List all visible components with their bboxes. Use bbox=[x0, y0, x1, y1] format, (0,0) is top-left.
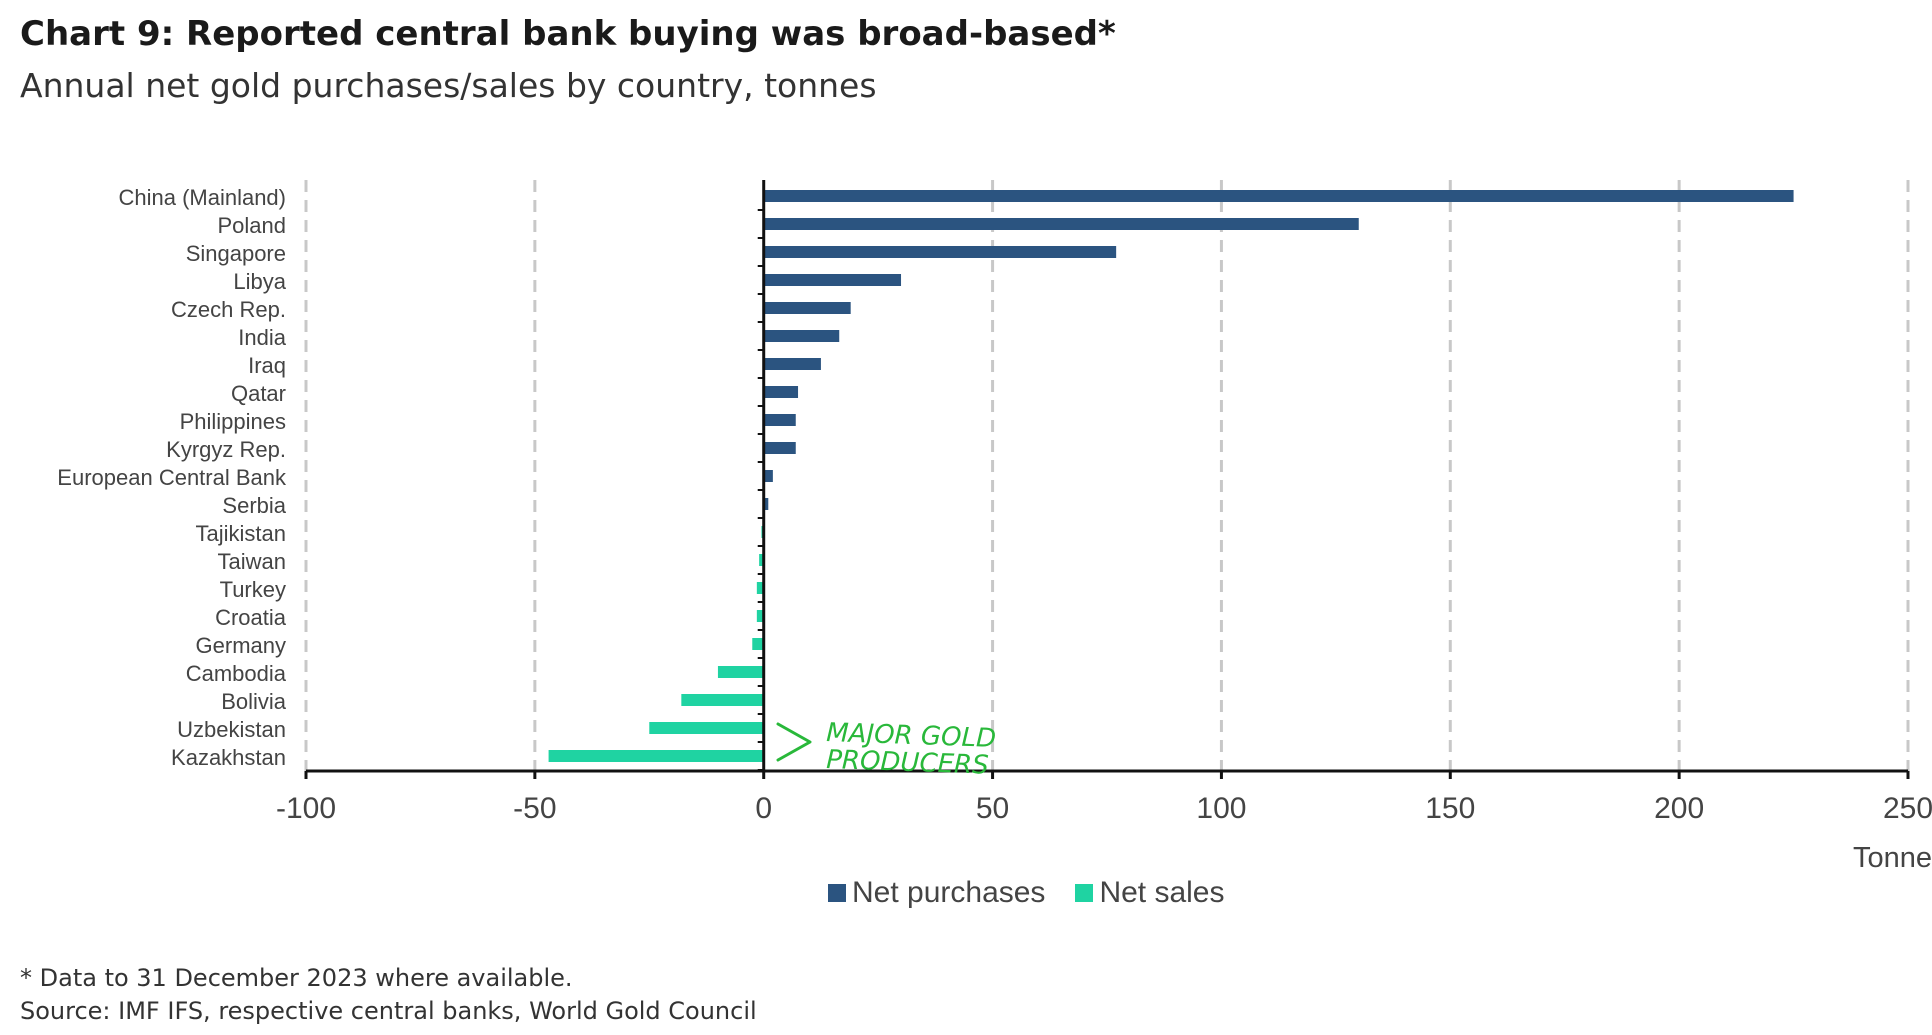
x-tick-label: 200 bbox=[1654, 792, 1704, 825]
bar-14 bbox=[756, 582, 764, 594]
bar-1 bbox=[763, 218, 1359, 230]
bar-8 bbox=[763, 414, 796, 426]
legend-item-sales: Net sales bbox=[1075, 876, 1225, 910]
gridlines bbox=[304, 180, 1910, 771]
bar-11 bbox=[763, 498, 769, 510]
bars bbox=[548, 190, 1794, 762]
category-label: Kyrgyz Rep. bbox=[166, 437, 286, 462]
bar-10 bbox=[763, 470, 773, 482]
bar-15 bbox=[756, 610, 764, 622]
bar-2 bbox=[763, 246, 1117, 258]
bar-0 bbox=[763, 190, 1794, 202]
legend-label-sales: Net sales bbox=[1099, 876, 1225, 909]
bar-9 bbox=[763, 442, 796, 454]
x-axis-unit-label: Tonnes bbox=[1853, 842, 1932, 874]
bar-20 bbox=[548, 750, 764, 762]
bar-chart: China (Mainland) Poland Singapore Libya Czec… bbox=[57, 180, 1932, 825]
bar-4 bbox=[763, 302, 851, 314]
bar-18 bbox=[681, 694, 764, 706]
annotation-arrow bbox=[776, 722, 812, 762]
legend: Net purchases Net sales bbox=[828, 876, 1255, 910]
bar-16 bbox=[752, 638, 764, 650]
x-tick-label: 100 bbox=[1196, 792, 1246, 825]
category-label: Czech Rep. bbox=[171, 297, 286, 322]
annotation-text-line1: MAJOR GOLD bbox=[826, 718, 997, 754]
category-label: Croatia bbox=[215, 605, 287, 630]
category-label: Poland bbox=[217, 213, 286, 238]
legend-swatch-purchases bbox=[828, 884, 846, 902]
category-label: Germany bbox=[196, 633, 286, 658]
category-label: Bolivia bbox=[221, 689, 287, 714]
chart-subtitle: Annual net gold purchases/sales by count… bbox=[20, 66, 877, 105]
legend-label-purchases: Net purchases bbox=[852, 876, 1046, 909]
annotation-text-line2: PRODUCERS bbox=[826, 745, 989, 781]
x-tick-label: 250 bbox=[1883, 792, 1932, 825]
category-label: Serbia bbox=[222, 493, 286, 518]
category-label: Kazakhstan bbox=[171, 745, 286, 770]
category-label: Uzbekistan bbox=[177, 717, 286, 742]
bar-5 bbox=[763, 330, 840, 342]
legend-swatch-sales bbox=[1075, 884, 1094, 902]
category-label: Singapore bbox=[186, 241, 286, 266]
x-tick-label: 50 bbox=[976, 792, 1009, 825]
bar-6 bbox=[763, 358, 821, 370]
bar-17 bbox=[717, 666, 764, 678]
x-tick-label: 150 bbox=[1425, 792, 1475, 825]
category-label: European Central Bank bbox=[57, 465, 287, 490]
bar-7 bbox=[763, 386, 799, 398]
bar-13 bbox=[759, 554, 764, 566]
category-label: Cambodia bbox=[186, 661, 287, 686]
category-labels: China (Mainland) Poland Singapore Libya Czec… bbox=[57, 185, 287, 770]
legend-item-purchases: Net purchases bbox=[828, 876, 1045, 910]
category-label: Tajikistan bbox=[196, 521, 286, 546]
category-label: Taiwan bbox=[218, 549, 286, 574]
category-label: China (Mainland) bbox=[118, 185, 286, 210]
x-tick-label: 0 bbox=[755, 792, 772, 825]
bar-19 bbox=[649, 722, 764, 734]
chart-title: Chart 9: Reported central bank buying wa… bbox=[20, 14, 1116, 54]
x-tick-label: -100 bbox=[276, 792, 336, 825]
source-note: Source: IMF IFS, respective central bank… bbox=[20, 997, 757, 1025]
category-label: Iraq bbox=[248, 353, 286, 378]
category-label: Turkey bbox=[220, 577, 286, 602]
footnote: * Data to 31 December 2023 where availab… bbox=[20, 964, 573, 992]
axes: -100 -50 0 50 100 150 200 250 bbox=[276, 180, 1932, 825]
x-tick-label: -50 bbox=[513, 792, 556, 825]
category-label: Libya bbox=[233, 269, 286, 294]
category-label: India bbox=[238, 325, 286, 350]
category-label: Philippines bbox=[180, 409, 286, 434]
bar-3 bbox=[763, 274, 902, 286]
category-label: Qatar bbox=[231, 381, 286, 406]
